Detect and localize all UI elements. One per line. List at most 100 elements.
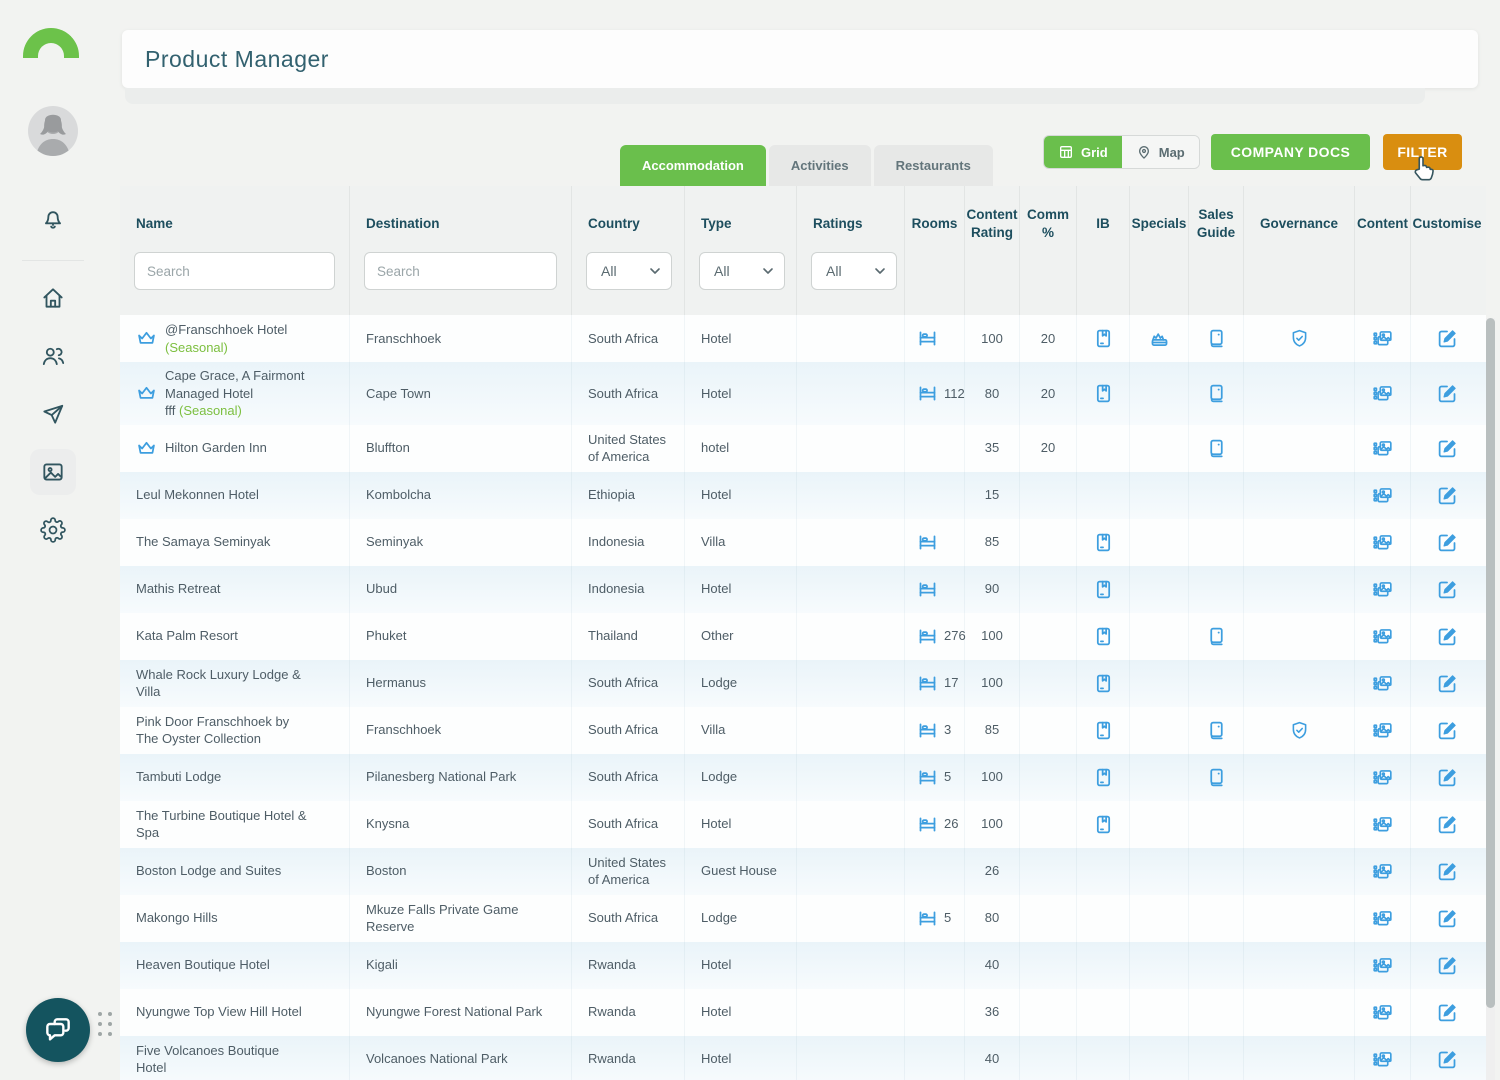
product-name[interactable]: @Franschhoek Hotel (Seasonal) [165, 321, 337, 356]
sales-guide-icon[interactable] [1206, 383, 1227, 404]
ib-icon[interactable] [1093, 673, 1114, 694]
product-name[interactable]: Whale Rock Luxury Lodge & Villa [136, 666, 308, 701]
ib-icon[interactable] [1093, 626, 1114, 647]
destination-search-input[interactable] [364, 252, 557, 290]
settings-icon[interactable] [30, 507, 76, 553]
content-photos-icon[interactable] [1372, 579, 1393, 600]
rooms-cell [905, 1036, 965, 1080]
drag-handle[interactable] [98, 1012, 114, 1050]
product-name[interactable]: Heaven Boutique Hotel [136, 956, 270, 974]
chat-button[interactable] [26, 998, 90, 1062]
product-name[interactable]: Kata Palm Resort [136, 627, 238, 645]
product-name[interactable]: The Samaya Seminyak [136, 533, 270, 551]
ib-icon[interactable] [1093, 720, 1114, 741]
customise-edit-icon[interactable] [1437, 579, 1458, 600]
product-name[interactable]: The Turbine Boutique Hotel & Spa [136, 807, 308, 842]
tab-restaurants[interactable]: Restaurants [874, 145, 993, 186]
product-name[interactable]: Pink Door Franschhoek by The Oyster Coll… [136, 713, 308, 748]
send-icon[interactable] [30, 391, 76, 437]
product-name[interactable]: Leul Mekonnen Hotel [136, 486, 259, 504]
content-cell [1355, 362, 1411, 425]
sales-guide-icon[interactable] [1206, 626, 1227, 647]
user-avatar[interactable] [28, 106, 78, 156]
product-name[interactable]: Hilton Garden Inn [165, 439, 267, 457]
customise-edit-icon[interactable] [1437, 328, 1458, 349]
ratings-select[interactable]: All [811, 252, 897, 290]
governance-shield-icon[interactable] [1289, 720, 1310, 741]
content-photos-icon[interactable] [1372, 908, 1393, 929]
specials-icon[interactable] [1149, 328, 1170, 349]
product-name[interactable]: Tambuti Lodge [136, 768, 221, 786]
customise-edit-icon[interactable] [1437, 955, 1458, 976]
ib-icon[interactable] [1093, 383, 1114, 404]
company-docs-button[interactable]: COMPANY DOCS [1211, 134, 1370, 170]
customise-edit-icon[interactable] [1437, 861, 1458, 882]
content-photos-icon[interactable] [1372, 328, 1393, 349]
ib-icon[interactable] [1093, 532, 1114, 553]
customise-edit-icon[interactable] [1437, 814, 1458, 835]
scrollbar-thumb[interactable] [1486, 318, 1495, 1008]
name-search-input[interactable] [134, 252, 335, 290]
customise-edit-icon[interactable] [1437, 383, 1458, 404]
content-photos-icon[interactable] [1372, 767, 1393, 788]
ib-icon[interactable] [1093, 579, 1114, 600]
customise-edit-icon[interactable] [1437, 626, 1458, 647]
notifications-icon[interactable] [30, 196, 76, 242]
governance-cell [1244, 566, 1355, 613]
sales-guide-icon[interactable] [1206, 720, 1227, 741]
tab-accommodation[interactable]: Accommodation [620, 145, 766, 186]
tab-activities[interactable]: Activities [769, 145, 871, 186]
customise-edit-icon[interactable] [1437, 485, 1458, 506]
content-photos-icon[interactable] [1372, 955, 1393, 976]
ib-icon[interactable] [1093, 767, 1114, 788]
content-photos-icon[interactable] [1372, 485, 1393, 506]
sales-guide-icon[interactable] [1206, 438, 1227, 459]
governance-shield-icon[interactable] [1289, 328, 1310, 349]
content-photos-icon[interactable] [1372, 438, 1393, 459]
product-name[interactable]: Five Volcanoes Boutique Hotel [136, 1042, 308, 1077]
customise-edit-icon[interactable] [1437, 532, 1458, 553]
content-rating-cell: 100 [965, 315, 1020, 362]
name-cell: Tambuti Lodge [120, 754, 350, 801]
product-name[interactable]: Cape Grace, A Fairmont Managed Hotelfff … [165, 367, 337, 420]
content-photos-icon[interactable] [1372, 720, 1393, 741]
users-icon[interactable] [30, 333, 76, 379]
table-row: Five Volcanoes Boutique HotelVolcanoes N… [120, 1036, 1486, 1080]
product-name[interactable]: Makongo Hills [136, 909, 218, 927]
type-select[interactable]: All [699, 252, 785, 290]
home-icon[interactable] [30, 275, 76, 321]
content-photos-icon[interactable] [1372, 861, 1393, 882]
destination-text: Boston [366, 862, 406, 880]
product-name[interactable]: Boston Lodge and Suites [136, 862, 281, 880]
content-photos-icon[interactable] [1372, 814, 1393, 835]
content-photos-icon[interactable] [1372, 673, 1393, 694]
product-name[interactable]: Mathis Retreat [136, 580, 221, 598]
customise-edit-icon[interactable] [1437, 1002, 1458, 1023]
rooms-count: 26 [944, 815, 958, 833]
country-select[interactable]: All [586, 252, 672, 290]
content-photos-icon[interactable] [1372, 383, 1393, 404]
product-name[interactable]: Nyungwe Top View Hill Hotel [136, 1003, 302, 1021]
customise-edit-icon[interactable] [1437, 908, 1458, 929]
grid-view-button[interactable]: Grid [1044, 136, 1122, 168]
content-photos-icon[interactable] [1372, 1049, 1393, 1070]
customise-edit-icon[interactable] [1437, 1049, 1458, 1070]
customise-edit-icon[interactable] [1437, 720, 1458, 741]
ib-icon[interactable] [1093, 328, 1114, 349]
media-icon[interactable] [30, 449, 76, 495]
sales-guide-icon[interactable] [1206, 767, 1227, 788]
ib-cell [1077, 472, 1130, 519]
customise-edit-icon[interactable] [1437, 438, 1458, 459]
content-photos-icon[interactable] [1372, 1002, 1393, 1023]
content-photos-icon[interactable] [1372, 532, 1393, 553]
customise-edit-icon[interactable] [1437, 673, 1458, 694]
content-rating-value: 90 [985, 580, 999, 598]
sales-guide-icon[interactable] [1206, 328, 1227, 349]
customise-edit-icon[interactable] [1437, 767, 1458, 788]
content-photos-icon[interactable] [1372, 626, 1393, 647]
map-view-button[interactable]: Map [1122, 136, 1199, 168]
ib-icon[interactable] [1093, 814, 1114, 835]
country-cell: South Africa [572, 895, 685, 942]
ib-cell [1077, 989, 1130, 1036]
customise-cell [1411, 566, 1483, 613]
